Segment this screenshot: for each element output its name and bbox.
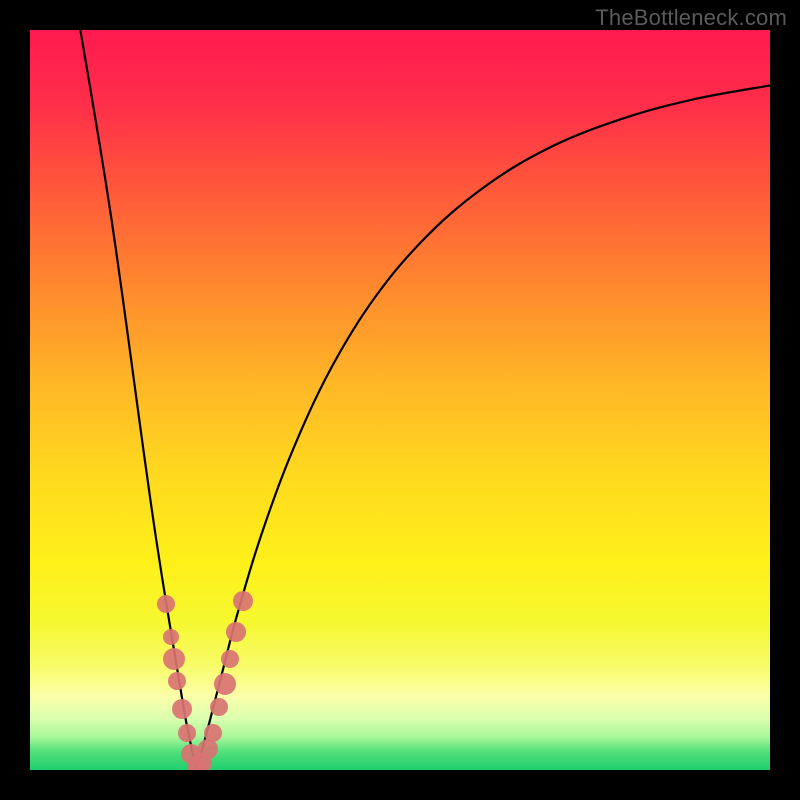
data-marker [157,595,175,613]
frame-bottom [0,770,800,800]
data-marker [214,673,236,695]
data-marker [204,724,222,742]
data-marker [163,629,179,645]
watermark-text: TheBottleneck.com [595,5,787,31]
data-marker [178,724,196,742]
frame-left [0,0,30,800]
data-marker [163,648,185,670]
data-marker [168,672,186,690]
data-marker [172,699,192,719]
curve-right-branch [197,86,771,771]
frame-right [770,0,800,800]
data-marker [233,591,253,611]
data-marker [198,739,218,759]
data-marker [221,650,239,668]
bottleneck-curve [30,30,770,770]
data-marker [226,622,246,642]
plot-area [30,30,770,770]
data-marker [210,698,228,716]
